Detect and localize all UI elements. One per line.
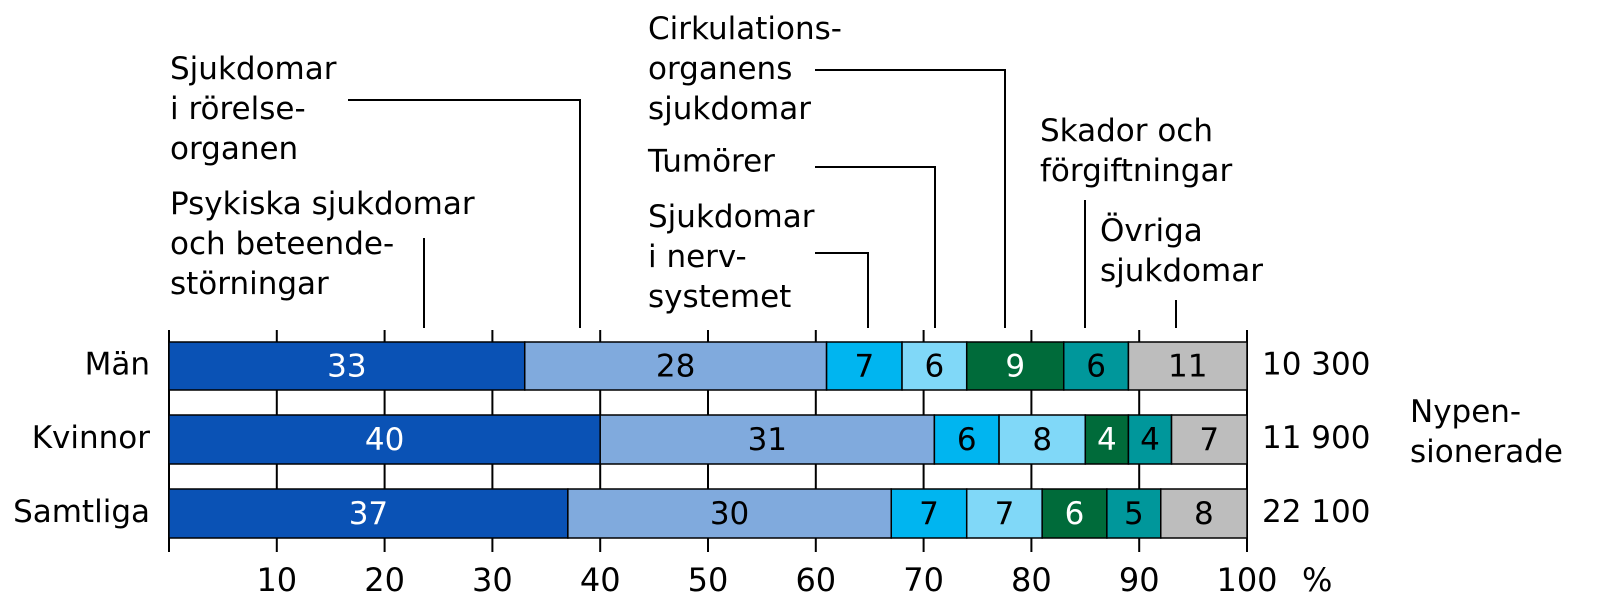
value-label: 8	[1032, 422, 1052, 458]
legend-label: Skador och förgiftningar	[1040, 113, 1232, 189]
value-label: 7	[854, 349, 874, 385]
value-label: 9	[1005, 349, 1025, 385]
bar-segment	[1170, 414, 1248, 465]
x-tick-label: 50	[688, 561, 729, 599]
category-label: Män	[85, 347, 150, 383]
bar-segment	[1062, 341, 1130, 391]
x-tick-label: 30	[472, 561, 513, 599]
total-label: 10 300	[1262, 347, 1370, 383]
value-label: 33	[327, 349, 366, 385]
value-label: 31	[748, 422, 787, 458]
bar-segment	[1127, 414, 1173, 465]
legend-label: Sjukdomar i rörelse-organen	[170, 51, 337, 167]
value-label: 11	[1168, 349, 1207, 385]
value-label: 30	[710, 496, 749, 532]
bar-segment	[965, 488, 1043, 539]
value-label: 7	[995, 496, 1015, 532]
x-tick-label: 20	[364, 561, 405, 599]
value-label: 6	[925, 349, 945, 385]
leader-line	[348, 99, 581, 328]
bar-segment	[998, 414, 1087, 465]
value-label: 4	[1140, 422, 1160, 458]
value-label: 8	[1194, 496, 1214, 532]
bar-segment	[599, 414, 936, 465]
value-label: 40	[365, 422, 404, 458]
x-tick-label: 80	[1011, 561, 1052, 599]
bar-segment	[1041, 488, 1108, 539]
value-label: 4	[1097, 422, 1117, 458]
total-label: 11 900	[1262, 420, 1370, 456]
bar-segment	[1084, 414, 1130, 465]
legend-label: Psykiska sjukdomar och beteende-störninga…	[170, 186, 475, 302]
x-tick-label: 90	[1119, 561, 1160, 599]
bar-segment	[168, 341, 526, 391]
x-tick-label: 40	[580, 561, 621, 599]
x-unit: %	[1302, 561, 1332, 599]
bar-segment	[1106, 488, 1162, 539]
bar-segment	[523, 341, 828, 391]
category-label: Kvinnor	[32, 420, 151, 456]
x-tick-label: 70	[903, 561, 944, 599]
value-label: 37	[349, 496, 388, 532]
value-label: 6	[1086, 349, 1106, 385]
bar-segment	[567, 488, 893, 539]
bar-segment	[901, 341, 968, 391]
value-label: 7	[919, 496, 939, 532]
value-label: 28	[656, 349, 695, 385]
legend-label: Cirkulations-organens sjukdomar	[648, 11, 842, 127]
bar-segment	[1127, 341, 1248, 391]
bar-segment	[1160, 488, 1248, 539]
leader-line	[815, 69, 1006, 328]
value-label: 6	[957, 422, 977, 458]
bar-segment	[965, 341, 1065, 391]
category-label: Samtliga	[13, 494, 150, 530]
totals-title: Nypen-sionerade	[1410, 394, 1563, 470]
value-label: 5	[1124, 496, 1144, 532]
x-tick-label: 10	[256, 561, 297, 599]
bar-segment	[890, 488, 968, 539]
leader-line	[815, 166, 936, 328]
value-label: 7	[1199, 422, 1219, 458]
legend-label: Övriga sjukdomar	[1100, 212, 1263, 289]
x-tick-label: 100	[1216, 561, 1277, 599]
total-label: 22 100	[1262, 494, 1370, 530]
legend-label: Sjukdomar i nerv-systemet	[648, 199, 815, 315]
x-tick-label: 60	[795, 561, 836, 599]
value-label: 6	[1065, 496, 1085, 532]
bar-segment	[168, 488, 569, 539]
leader-line	[815, 252, 869, 328]
legend-label: Tumörer	[647, 144, 775, 180]
